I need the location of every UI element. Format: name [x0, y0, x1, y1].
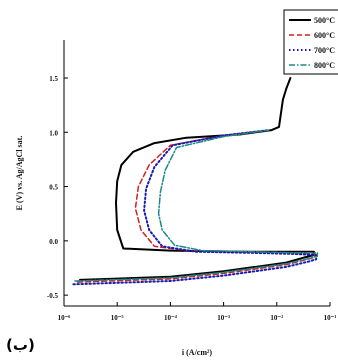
y-axis-title: E (V) vs. Ag/AgCl sat.	[15, 136, 24, 211]
legend-label: 700°C	[314, 46, 335, 55]
legend-label: 600°C	[314, 31, 335, 40]
x-axis-title: i (A/cm²)	[182, 348, 213, 357]
x-tick-label: 10⁻³	[217, 314, 230, 322]
y-tick-label: -0.5	[47, 292, 59, 300]
axes	[63, 40, 330, 307]
series-line-3	[72, 129, 318, 286]
y-tick-label: 0.0	[49, 238, 58, 246]
tick-marks: 10⁻⁶ 10⁻⁵ 10⁻⁴ 10⁻³ 10⁻² 10⁻¹ -0.5 0.0 0.5 1.0 1.5	[47, 75, 336, 322]
x-tick-label: 10⁻⁵	[111, 314, 124, 322]
series-line-2	[76, 129, 316, 283]
series-lines	[72, 77, 319, 286]
y-tick-label: 0.5	[49, 184, 58, 192]
x-tick-label: 10⁻²	[270, 314, 283, 322]
y-tick-label: 1.0	[49, 129, 58, 137]
y-tick-label: 1.5	[49, 75, 58, 83]
x-tick-label: 10⁻⁶	[58, 314, 71, 322]
legend: 500°C 600°C 700°C 800°C	[283, 9, 338, 75]
x-tick-label: 10⁻¹	[324, 314, 337, 322]
series-line-1	[79, 77, 315, 281]
legend-label: 800°C	[314, 61, 335, 70]
panel-label: (ب)	[6, 336, 35, 354]
series-line-4	[74, 129, 319, 282]
x-tick-label: 10⁻⁴	[164, 314, 178, 322]
legend-label: 500°C	[314, 16, 335, 25]
